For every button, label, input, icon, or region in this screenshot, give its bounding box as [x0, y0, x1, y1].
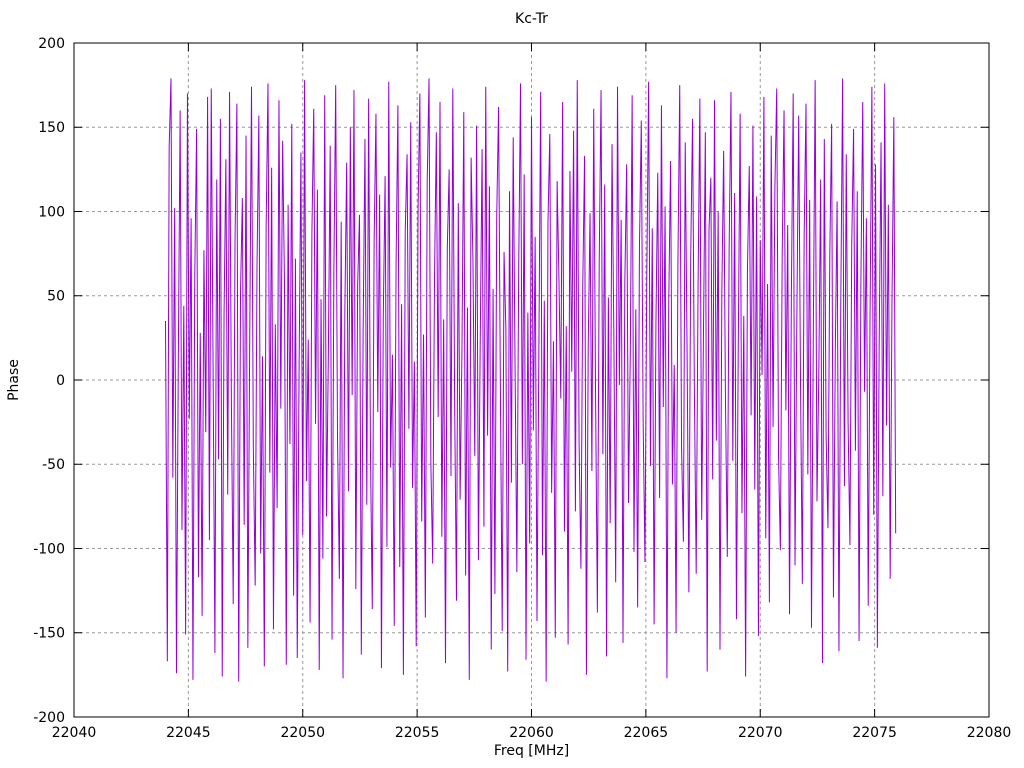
y-tick-label: 0: [56, 373, 65, 389]
y-tick-label: -50: [42, 457, 65, 473]
x-tick-label: 22075: [852, 725, 897, 741]
y-tick-label: 150: [38, 120, 65, 136]
y-axis-label: Phase: [6, 359, 22, 401]
x-axis-label: Freq [MHz]: [493, 743, 570, 759]
x-tick-label: 22050: [280, 725, 325, 741]
y-tick-label: 50: [47, 289, 65, 305]
x-tick-label: 22055: [395, 725, 440, 741]
y-tick-label: 100: [38, 204, 65, 220]
x-tick-label: 22060: [509, 725, 554, 741]
x-tick-label: 22065: [624, 725, 669, 741]
y-tick-label: -100: [33, 541, 65, 557]
x-tick-label: 22070: [738, 725, 783, 741]
x-tick-label: 22080: [967, 725, 1012, 741]
y-tick-label: -150: [33, 626, 65, 642]
chart-title: Kc-Tr: [515, 11, 548, 27]
x-tick-label: 22040: [52, 725, 97, 741]
data-polyline: [165, 78, 897, 682]
x-tick-label: 22045: [166, 725, 211, 741]
y-tick-label: -200: [33, 710, 65, 726]
y-tick-label: 200: [38, 36, 65, 52]
